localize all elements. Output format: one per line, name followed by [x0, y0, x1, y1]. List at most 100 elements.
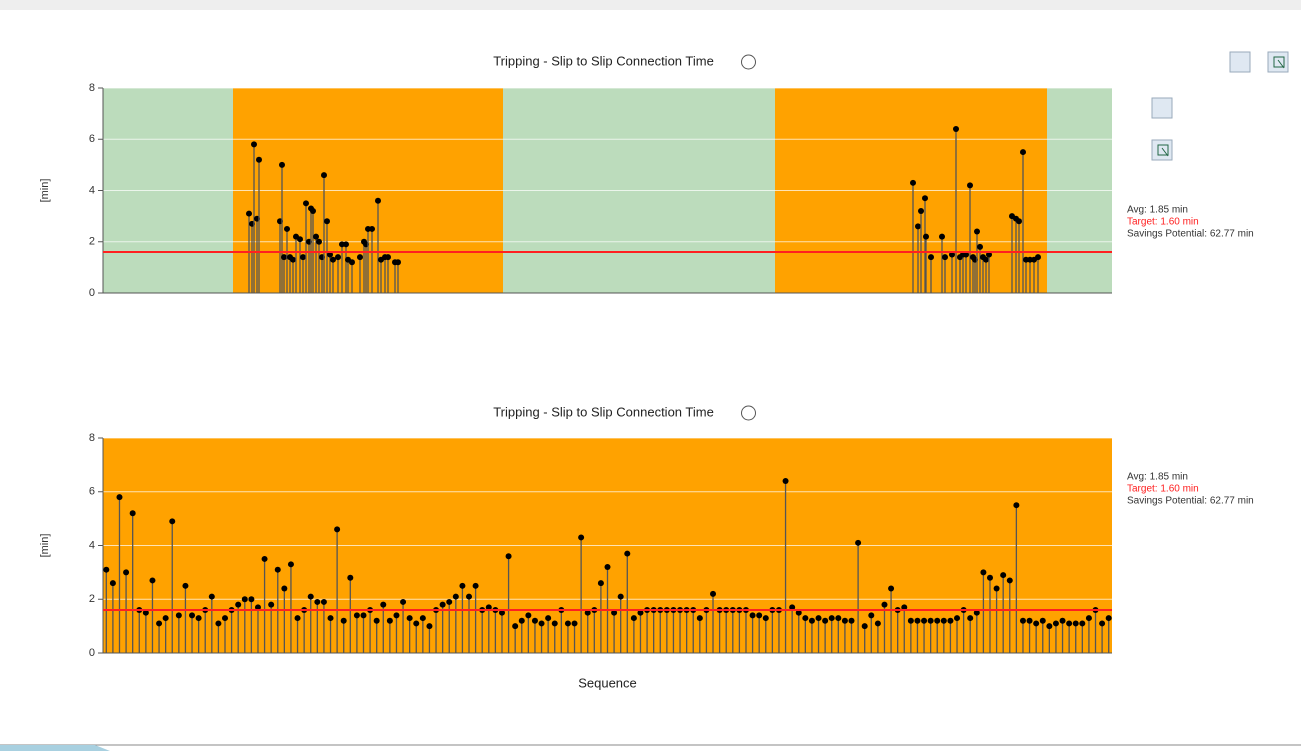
point — [347, 574, 354, 581]
settings-button[interactable] — [1151, 97, 1173, 119]
y-tick-label: 8 — [89, 82, 95, 94]
point — [953, 126, 959, 132]
y-tick-label: 8 — [89, 432, 95, 444]
stat: Target: 1.60 min — [1127, 484, 1199, 495]
point — [974, 228, 980, 235]
point — [888, 585, 895, 592]
point — [868, 612, 875, 619]
point — [268, 601, 275, 608]
point — [426, 623, 433, 630]
point — [874, 620, 881, 627]
point — [518, 617, 525, 624]
point — [1099, 620, 1106, 627]
point — [808, 617, 815, 624]
point — [281, 254, 287, 261]
point — [910, 179, 916, 186]
point — [822, 617, 829, 624]
point — [335, 254, 341, 261]
y-tick-label: 4 — [89, 539, 95, 551]
point — [116, 494, 123, 501]
point — [294, 615, 301, 622]
point — [369, 225, 375, 232]
point — [973, 609, 980, 616]
chart-title: Tripping - Slip to Slip Connection Time — [493, 404, 714, 419]
y-axis-label: [min] — [39, 534, 51, 558]
point — [1013, 502, 1020, 509]
point — [949, 251, 955, 258]
point — [564, 620, 571, 627]
point — [525, 612, 532, 619]
point — [316, 238, 322, 245]
stat: Savings Potential: 62.77 min — [1127, 229, 1254, 240]
point — [254, 604, 261, 611]
point — [109, 580, 116, 587]
point — [1035, 254, 1041, 261]
point — [279, 161, 285, 168]
point — [848, 617, 855, 624]
info-icon — [741, 405, 756, 421]
point — [307, 593, 314, 600]
point — [855, 539, 862, 546]
point — [290, 256, 296, 263]
point — [235, 601, 242, 608]
point — [466, 593, 473, 600]
point — [360, 612, 367, 619]
toolbar-icons — [1151, 51, 1289, 161]
point — [1072, 620, 1079, 627]
point — [531, 617, 538, 624]
point — [246, 210, 252, 217]
y-tick-label: 0 — [89, 647, 95, 659]
export-button[interactable] — [1151, 139, 1173, 161]
point — [129, 510, 136, 517]
point — [485, 604, 492, 611]
point — [156, 620, 163, 627]
point — [1000, 572, 1007, 579]
point — [1079, 620, 1086, 627]
point — [915, 223, 921, 230]
top-bar — [0, 0, 1301, 10]
point — [162, 615, 169, 622]
point — [505, 553, 512, 560]
stat: Avg: 1.85 min — [1127, 472, 1188, 483]
point — [284, 225, 290, 232]
point — [357, 254, 363, 261]
point — [297, 236, 303, 243]
point — [189, 612, 196, 619]
stat: Savings Potential: 62.77 min — [1127, 496, 1254, 507]
point — [406, 615, 413, 622]
point — [327, 251, 333, 258]
point — [983, 256, 989, 263]
point — [986, 574, 993, 581]
point — [921, 617, 928, 624]
point — [967, 615, 974, 622]
point — [175, 612, 182, 619]
settings-button[interactable] — [1229, 51, 1251, 73]
point — [215, 620, 222, 627]
point — [762, 615, 769, 622]
point — [498, 609, 505, 616]
point — [710, 590, 717, 597]
corner-tab — [0, 745, 110, 751]
point — [835, 615, 842, 622]
point — [281, 585, 288, 592]
point — [324, 218, 330, 225]
point — [789, 604, 796, 611]
point — [303, 200, 309, 207]
point — [918, 208, 924, 214]
point — [169, 518, 176, 525]
point — [963, 251, 969, 258]
export-button[interactable] — [1267, 51, 1289, 73]
point — [881, 601, 888, 608]
point — [597, 580, 604, 587]
point — [327, 615, 334, 622]
point — [353, 612, 360, 619]
y-tick-label: 2 — [89, 593, 95, 605]
point — [512, 623, 519, 630]
point — [571, 620, 578, 627]
point — [1052, 620, 1059, 627]
stat: Target: 1.60 min — [1127, 217, 1199, 228]
point — [617, 593, 624, 600]
point — [459, 582, 466, 589]
point — [624, 550, 631, 557]
